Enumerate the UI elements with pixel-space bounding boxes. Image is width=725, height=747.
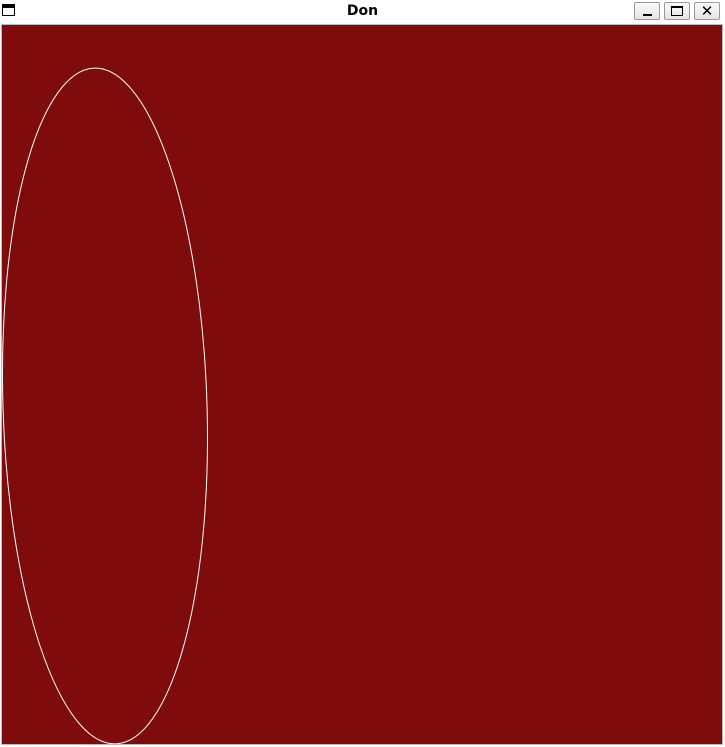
close-icon: ✕ (700, 1, 714, 20)
window-title: Don (346, 3, 379, 19)
maximize-icon (671, 6, 683, 16)
title-bar[interactable]: Don ✕ (0, 0, 725, 23)
window-icon[interactable] (2, 4, 15, 16)
close-button[interactable]: ✕ (694, 2, 720, 20)
minimize-button[interactable] (634, 2, 660, 20)
maximize-button[interactable] (664, 2, 690, 20)
drawing-canvas[interactable] (1, 24, 723, 745)
canvas-drawing (2, 67, 209, 744)
minimize-icon (642, 14, 652, 16)
drawn-ellipse (2, 67, 209, 744)
